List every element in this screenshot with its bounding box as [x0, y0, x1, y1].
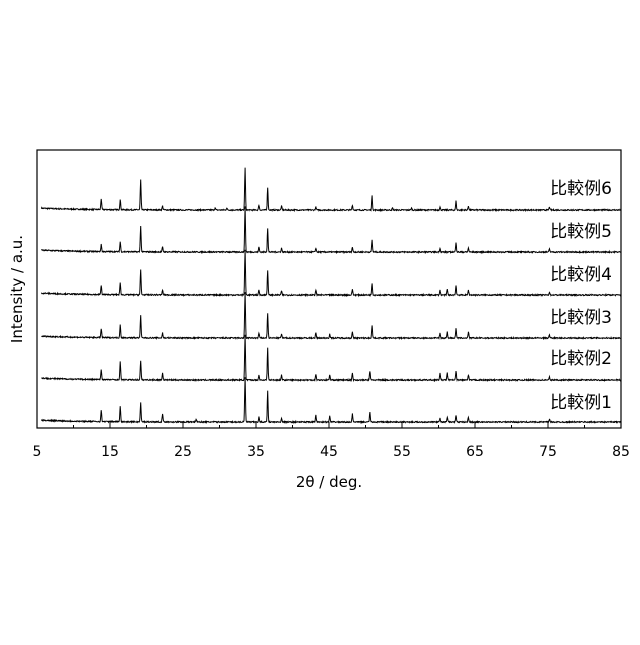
series-label-1: 比較例6 [550, 179, 612, 199]
x-tick-label: 65 [466, 444, 484, 460]
series-label-3: 比較例4 [550, 265, 612, 285]
x-axis-title: 2θ / deg. [296, 473, 362, 491]
x-tick-label: 75 [539, 444, 557, 460]
series-label-2: 比較例5 [550, 222, 612, 242]
x-tick-label: 45 [320, 444, 338, 460]
x-tick-label: 15 [101, 444, 119, 460]
series-label-5: 比較例2 [550, 349, 612, 369]
x-tick-label: 25 [174, 444, 192, 460]
series-label-4: 比較例3 [550, 308, 612, 328]
y-axis-title: Intensity / a.u. [8, 235, 26, 343]
series-label-6: 比較例1 [550, 393, 612, 413]
x-tick-label: 55 [393, 444, 411, 460]
x-tick-label: 85 [612, 444, 630, 460]
x-tick-label: 5 [33, 444, 42, 460]
x-tick-label: 35 [247, 444, 265, 460]
